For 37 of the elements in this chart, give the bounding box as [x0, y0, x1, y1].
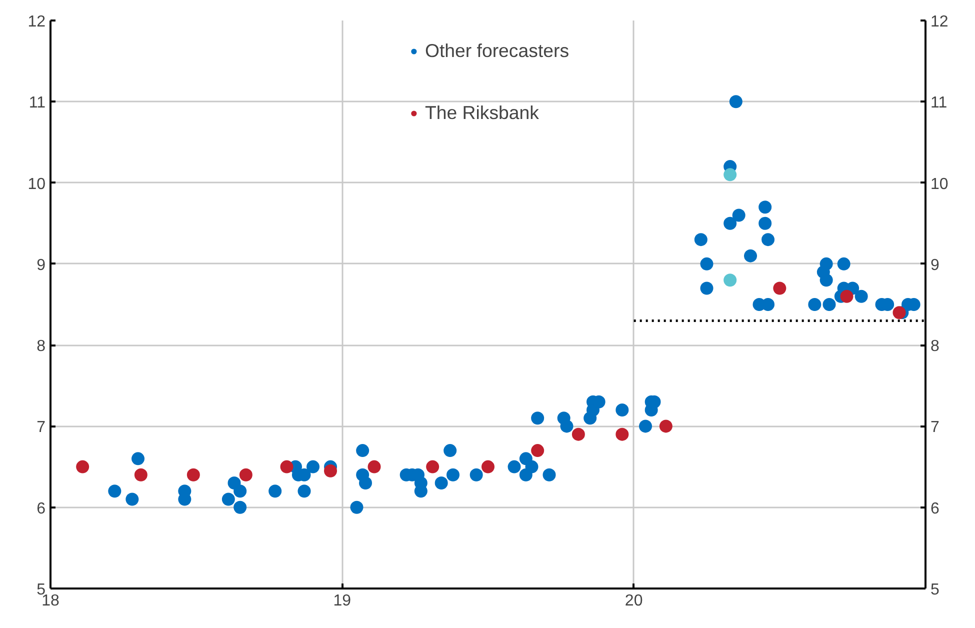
point [134, 468, 148, 482]
x-tick-label: 19 [333, 592, 352, 610]
point [892, 306, 906, 320]
point [773, 282, 786, 295]
point [840, 290, 854, 303]
y2-tick-label: 7 [930, 419, 940, 436]
y-tick-label: 12 [28, 14, 46, 30]
y2-tick-label: 11 [930, 94, 948, 112]
y2-tick-label: 9 [930, 256, 940, 274]
point [724, 168, 737, 182]
y2-tick-label: 8 [930, 338, 940, 356]
y2-tick-label: 5 [930, 582, 940, 598]
point [531, 444, 544, 458]
y-tick-label: 8 [36, 338, 46, 356]
x-tick-label: 20 [624, 592, 643, 610]
y-tick-label: 6 [36, 500, 46, 518]
y-tick-label: 7 [36, 419, 46, 436]
point [616, 428, 629, 441]
y2-tick-label: 10 [930, 176, 948, 193]
point [368, 460, 381, 474]
legend-label: The Riksbank [424, 102, 539, 124]
point [572, 428, 585, 441]
y2-tick-label: 6 [930, 500, 940, 518]
y2-tick-label: 12 [930, 14, 948, 30]
point [280, 460, 294, 474]
y-tick-label: 9 [36, 256, 46, 274]
point [659, 420, 672, 433]
point [186, 468, 200, 482]
point [76, 460, 90, 474]
y-tick-label: 10 [28, 176, 46, 193]
y-tick-label: 11 [28, 94, 46, 112]
point [239, 468, 252, 482]
point [426, 460, 440, 474]
legend-label: Other forecasters [424, 40, 570, 62]
point [324, 464, 337, 478]
point [482, 460, 494, 474]
point [724, 274, 737, 287]
